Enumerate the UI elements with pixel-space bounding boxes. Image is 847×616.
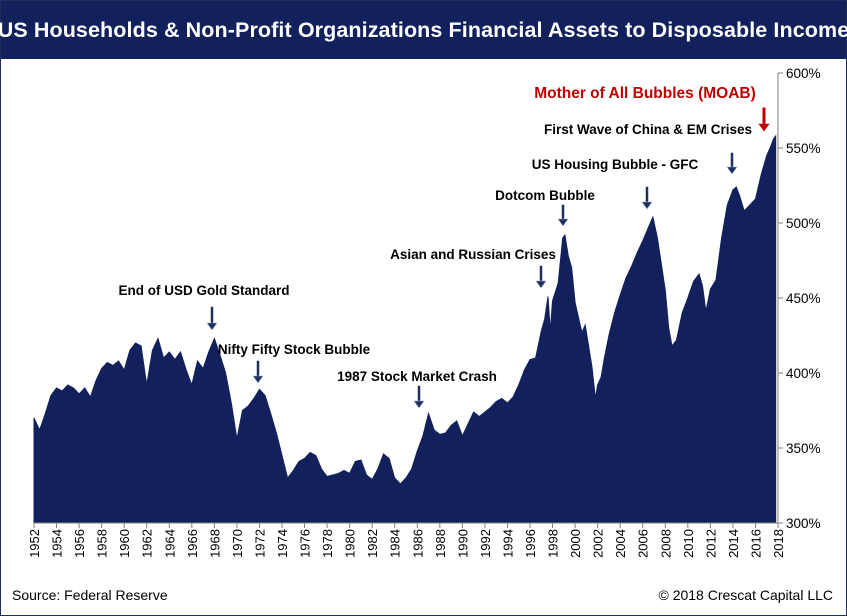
source-note: Source: Federal Reserve (12, 587, 168, 603)
x-tick-label: 2012 (703, 529, 718, 558)
x-tick-label: 1980 (343, 529, 358, 558)
annotation-label: End of USD Gold Standard (119, 283, 290, 298)
annotation-arrow-head (206, 322, 218, 331)
x-tick-label: 1964 (162, 529, 177, 558)
annotation-arrow-head (641, 201, 653, 210)
x-tick-label: 1978 (320, 529, 335, 558)
x-tick-label: 1952 (27, 529, 42, 558)
x-tick-label: 1962 (140, 529, 155, 558)
x-tick-label: 2004 (613, 529, 628, 558)
y-tick-label: 450% (786, 291, 821, 306)
x-tick-label: 1996 (523, 529, 538, 558)
x-tick-label: 1990 (455, 529, 470, 558)
annotation-label: First Wave of China & EM Crises (544, 122, 752, 137)
x-tick-label: 1994 (500, 529, 515, 558)
copyright-note: © 2018 Crescat Capital LLC (658, 587, 833, 603)
annotation-label: Nifty Fifty Stock Bubble (218, 342, 371, 357)
x-tick-label: 1972 (252, 529, 267, 558)
area-series (33, 134, 777, 524)
y-tick-label: 500% (786, 216, 821, 231)
annotation-label: Asian and Russian Crises (390, 247, 556, 262)
x-tick-label: 1954 (50, 529, 65, 558)
y-tick-label: 600% (786, 66, 821, 81)
x-tick-label: 1958 (95, 529, 110, 558)
x-tick-label: 1998 (546, 529, 561, 558)
annotation-arrow-head (413, 400, 425, 409)
x-tick-label: 2006 (636, 529, 651, 558)
annotation-arrow-head (252, 375, 264, 384)
x-tick-label: 2002 (591, 529, 606, 558)
x-tick-label: 2010 (681, 529, 696, 558)
title-bar: US Households & Non-Profit Organizations… (0, 1, 847, 59)
x-tick-label: 1982 (365, 529, 380, 558)
x-tick-label: 1956 (72, 529, 87, 558)
y-tick-label: 550% (786, 141, 821, 156)
annotation-label: Mother of All Bubbles (MOAB) (534, 85, 756, 102)
x-tick-label: 2018 (771, 529, 786, 558)
annotation-label: US Housing Bubble - GFC (532, 157, 699, 172)
x-tick-label: 1968 (207, 529, 222, 558)
x-tick-label: 1974 (275, 529, 290, 558)
y-tick-label: 400% (786, 366, 821, 381)
annotation-label: Dotcom Bubble (495, 188, 595, 203)
chart-title: US Households & Non-Profit Organizations… (0, 17, 847, 42)
x-tick-label: 1966 (185, 529, 200, 558)
annotation-label: 1987 Stock Market Crash (337, 369, 497, 384)
y-tick-label: 350% (786, 441, 821, 456)
x-tick-label: 1986 (410, 529, 425, 558)
annotation-arrow-head (535, 280, 547, 289)
annotation-arrow-head (726, 166, 738, 175)
x-tick-label: 2016 (748, 529, 763, 558)
x-tick-label: 2008 (658, 529, 673, 558)
x-tick-label: 1960 (117, 529, 132, 558)
x-tick-label: 1976 (298, 529, 313, 558)
x-tick-label: 1970 (230, 529, 245, 558)
y-tick-label: 300% (786, 516, 821, 531)
x-tick-label: 1984 (388, 529, 403, 558)
annotation-arrow-head (557, 218, 569, 227)
x-tick-label: 2000 (568, 529, 583, 558)
x-tick-label: 2014 (726, 529, 741, 558)
x-tick-label: 1992 (478, 529, 493, 558)
x-tick-label: 1988 (433, 529, 448, 558)
annotation-arrow-head (758, 123, 770, 132)
